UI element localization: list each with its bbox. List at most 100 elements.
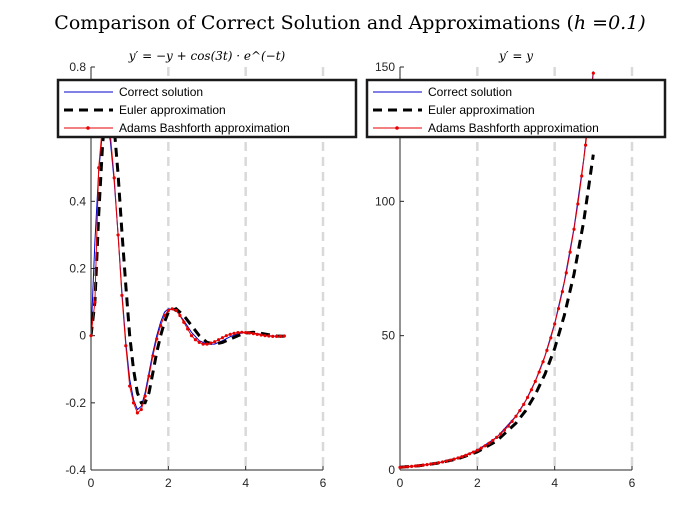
data-point: [553, 322, 557, 326]
x-tick-label: 0: [88, 476, 95, 490]
data-point: [440, 460, 445, 464]
data-point: [255, 332, 259, 336]
x-tick-label: 6: [320, 476, 327, 490]
data-point: [267, 334, 271, 338]
data-point: [568, 250, 572, 254]
subplot-title: y′ = −y + cos(3t) · e^(−t): [128, 49, 286, 63]
data-point: [278, 334, 283, 338]
data-point: [124, 344, 128, 348]
data-point: [97, 166, 101, 170]
data-point: [224, 334, 228, 338]
subplot-title: y′ = y: [498, 49, 533, 63]
data-point: [128, 384, 132, 388]
data-point: [533, 379, 537, 383]
data-point: [437, 461, 441, 465]
data-point: [178, 313, 182, 318]
data-point: [479, 446, 483, 450]
data-point: [549, 336, 553, 340]
data-point: [487, 441, 491, 445]
data-point: [155, 337, 159, 341]
y-tick-label: -0.4: [65, 463, 86, 477]
data-point: [162, 313, 167, 318]
data-point: [282, 334, 286, 338]
data-point: [580, 174, 584, 178]
data-point: [483, 444, 487, 448]
y-tick-label: 0.8: [69, 60, 86, 74]
data-point: [189, 334, 194, 338]
data-point: [271, 334, 275, 338]
data-point: [413, 464, 418, 468]
series-line: [400, 154, 595, 469]
x-tick-label: 2: [165, 476, 172, 490]
legend-marker: [395, 126, 399, 130]
data-point: [259, 333, 263, 337]
data-point: [564, 271, 568, 275]
x-tick-label: 4: [242, 476, 249, 490]
data-point: [213, 340, 217, 344]
data-point: [228, 332, 232, 336]
y-tick-label: 100: [375, 194, 395, 208]
data-point: [186, 327, 190, 331]
data-point: [576, 202, 580, 206]
data-point: [89, 334, 93, 338]
data-point: [460, 455, 464, 459]
y-tick-label: -0.2: [65, 396, 86, 410]
data-point: [560, 290, 565, 294]
data-point: [247, 331, 252, 335]
data-point: [526, 395, 530, 400]
data-point: [217, 338, 221, 342]
data-point: [236, 331, 240, 335]
data-point: [541, 360, 545, 364]
data-point: [545, 348, 549, 352]
data-point: [135, 411, 139, 415]
data-point: [143, 394, 147, 398]
data-point: [444, 459, 448, 463]
data-point: [205, 342, 209, 346]
data-point: [572, 227, 576, 231]
data-point: [584, 143, 588, 147]
data-point: [263, 334, 267, 338]
data-point: [275, 334, 279, 338]
data-point: [398, 465, 402, 469]
y-tick-label: 0.2: [69, 262, 86, 276]
data-point: [448, 458, 452, 462]
data-point: [464, 453, 468, 457]
data-point: [193, 338, 197, 342]
y-tick-label: 0: [79, 329, 86, 343]
data-point: [475, 448, 479, 452]
legend-label: Euler approximation: [428, 103, 535, 117]
data-point: [240, 330, 244, 334]
data-point: [209, 341, 213, 345]
data-point: [232, 331, 236, 335]
data-point: [112, 176, 116, 180]
data-point: [93, 300, 97, 304]
data-point: [471, 450, 476, 454]
y-tick-label: 50: [382, 329, 396, 343]
data-point: [251, 332, 255, 336]
data-point: [429, 462, 433, 466]
data-point: [468, 452, 472, 456]
data-point: [166, 308, 170, 313]
x-tick-label: 2: [474, 476, 481, 490]
data-point: [170, 307, 174, 311]
data-point: [244, 331, 248, 335]
data-point: [518, 408, 522, 413]
data-point: [510, 419, 514, 423]
right-chart: 0 2 4 6 0 50 100 150 y′ = y Correct solution Euler…: [365, 49, 667, 490]
data-point: [131, 401, 136, 405]
data-point: [116, 233, 120, 237]
data-point: [498, 432, 503, 436]
x-tick-label: 4: [551, 476, 558, 490]
data-point: [502, 428, 506, 432]
data-point: [529, 388, 534, 392]
y-tick-label: 150: [375, 60, 395, 74]
data-point: [182, 320, 186, 324]
data-point: [197, 340, 201, 344]
series-line: [91, 112, 285, 414]
data-point: [120, 293, 124, 297]
data-point: [491, 438, 495, 443]
x-tick-label: 0: [397, 476, 404, 490]
data-point: [421, 463, 425, 467]
